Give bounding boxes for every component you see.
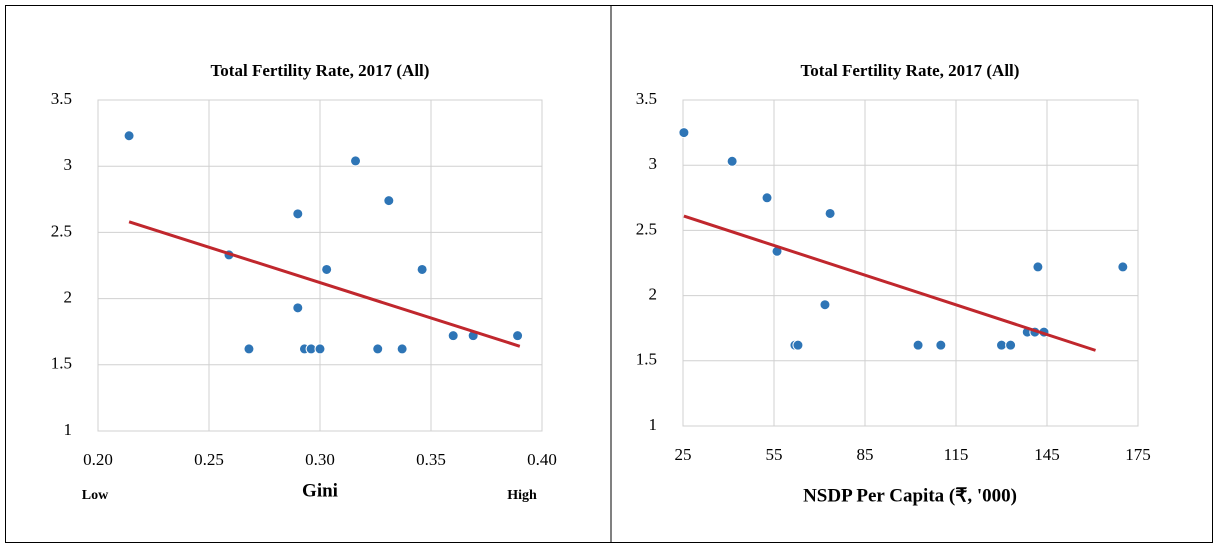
y-tick-label: 1.5 — [51, 354, 72, 373]
x-tick-label: 145 — [1034, 445, 1060, 464]
chart-title: Total Fertility Rate, 2017 (All) — [801, 61, 1020, 80]
x-tick-label: 55 — [766, 445, 783, 464]
frame — [5, 5, 1213, 543]
x-tick-label: 0.40 — [527, 450, 557, 469]
x-tick-label: 25 — [675, 445, 692, 464]
x-low-label: Low — [82, 488, 109, 503]
plot-border — [97, 99, 543, 432]
point — [824, 207, 836, 219]
y-tick-label: 1 — [64, 420, 73, 439]
x-tick-label: 175 — [1125, 445, 1151, 464]
x-tick-label: 0.25 — [194, 450, 224, 469]
point — [292, 208, 304, 220]
y-tick-label: 3.5 — [51, 89, 72, 108]
point — [243, 343, 255, 355]
point — [372, 343, 384, 355]
point — [416, 263, 428, 275]
y-tick-label: 3 — [64, 155, 73, 174]
point — [314, 343, 326, 355]
y-tick-label: 1.5 — [636, 350, 657, 369]
y-tick-label: 3 — [649, 154, 658, 173]
point — [996, 339, 1007, 351]
x-tick-label: 0.35 — [416, 450, 446, 469]
y-tick-label: 2.5 — [636, 219, 657, 238]
point — [726, 155, 738, 167]
point — [512, 330, 524, 342]
point — [819, 299, 831, 311]
point — [123, 130, 135, 142]
point — [383, 195, 395, 207]
point — [321, 263, 333, 275]
point — [912, 339, 924, 351]
point — [292, 302, 304, 314]
x-high-label: High — [507, 488, 537, 503]
point — [1032, 261, 1044, 273]
y-tick-label: 2 — [649, 285, 658, 304]
point — [447, 330, 459, 342]
trend-line — [128, 220, 521, 348]
point — [396, 343, 408, 355]
x-axis-label: NSDP Per Capita (₹, '000) — [803, 485, 1017, 506]
y-tick-label: 2.5 — [51, 221, 72, 240]
y-tick-label: 3.5 — [636, 89, 657, 108]
point — [350, 155, 362, 167]
trend-line — [683, 214, 1096, 352]
point — [935, 339, 947, 351]
point — [761, 192, 773, 204]
x-tick-label: 0.20 — [83, 450, 113, 469]
point — [1005, 339, 1017, 351]
x-axis-label: Gini — [302, 480, 338, 501]
x-tick-label: 115 — [944, 445, 969, 464]
x-tick-label: 85 — [857, 445, 874, 464]
x-tick-label: 0.30 — [305, 450, 335, 469]
chart-title: Total Fertility Rate, 2017 (All) — [211, 61, 430, 80]
plot-border — [682, 99, 1139, 427]
y-tick-label: 1 — [649, 415, 658, 434]
y-tick-label: 2 — [64, 288, 73, 307]
point — [678, 127, 690, 139]
point — [1117, 261, 1129, 273]
point — [792, 339, 804, 351]
